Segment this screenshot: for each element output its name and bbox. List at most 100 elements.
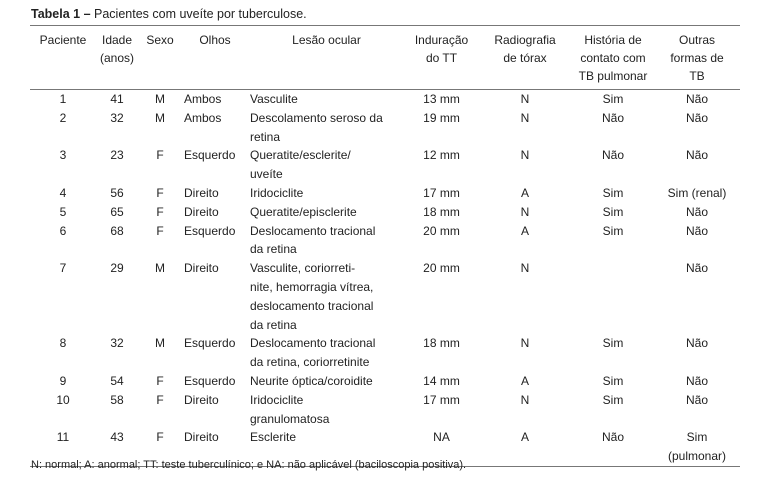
patients-table: Paciente Idade (anos) Sexo Olhos Lesão ocula… [30,25,740,467]
table-cell: 54 [110,373,124,388]
table-cell: N [520,148,530,163]
table-cell: 65 [110,204,124,219]
table-cell: F [156,392,164,407]
table-cell: N [520,261,530,276]
table-cell: Direito [184,430,219,445]
table-cell: 14 mm [423,373,460,388]
table-cell: Esquerdo [184,336,236,351]
table-cell: Descolamento seroso da retina [250,110,383,144]
table-cell: Sim [602,92,624,106]
table-cell: Esclerite [250,430,297,445]
table-row: 10 58 F Direito Iridociclite granulomatosa 17… [30,391,740,429]
table-cell: Sim [602,373,624,388]
table-cell: Sim [602,336,624,351]
table-cell: Não [685,392,708,407]
table-row: 9 54 F Esquerdo Neurite óptica/coroidite 14 m… [30,372,740,391]
table-cell: 2 [59,110,67,125]
table-cell: Sim (renal) [667,185,727,200]
table-cell: Não [601,430,624,445]
table-cell: Direito [184,392,219,407]
table-cell: 11 [56,430,70,445]
column-header: Outras formas de TB [670,33,724,83]
table-cell: 13 mm [423,92,460,106]
table-cell: 56 [110,185,124,200]
table-cell: 4 [59,185,67,200]
table-cell: 20 mm [423,261,460,276]
table-cell: 6 [59,223,67,238]
table-cell: Direito [184,204,219,219]
table-cell: Direito [184,185,219,200]
column-header: História de contato com TB pulmonar [578,33,648,83]
table-cell: 43 [110,430,124,445]
table-cell: NA [433,430,450,445]
table-cell: N [520,92,530,106]
table-cell [572,259,654,334]
table-cell: 32 [110,110,124,125]
table-cell: 1 [59,92,67,106]
column-header: Radiografia de tórax [494,33,556,65]
table-cell: 5 [59,204,67,219]
table-cell: Direito [184,261,219,276]
caption-label: Tabela 1 – [31,7,91,21]
table-cell: 12 mm [423,148,460,163]
table-row: 4 56 F Direito Iridociclite 17 mm A Sim Sim (ren… [30,184,740,203]
table-cell: N [520,392,530,407]
table-cell: 17 mm [423,185,460,200]
table-cell: N [520,204,530,219]
column-header: Lesão ocular [292,33,361,47]
table-cell: 18 mm [423,336,460,351]
table-cell: 23 [110,148,124,163]
table-cell: M [155,261,165,276]
table-caption: Tabela 1 – Pacientes com uveíte por tube… [31,7,307,21]
table-cell: Sim [602,223,624,238]
table-cell: Iridociclite granulomatosa [250,392,330,426]
table-cell: Esquerdo [184,148,236,163]
table-cell: Sim [602,392,624,407]
table-cell: Sim [602,204,624,219]
table-row: 6 68 F Esquerdo Deslocamento tracional da re… [30,222,740,260]
table-cell: Queratite/episclerite [250,204,357,219]
column-header: Induração do TT [414,33,469,65]
table-cell: 8 [59,336,67,351]
table-cell: F [156,373,164,388]
table-cell: Não [685,373,708,388]
table-cell: M [155,336,165,351]
table-cell: Não [685,92,708,106]
table-cell: Queratite/esclerite/ uveíte [250,148,351,182]
table-cell: 3 [59,148,67,163]
table-cell: F [156,148,164,163]
table-cell: Não [601,110,624,125]
table-cell: 58 [110,392,124,407]
table-cell: Não [685,204,708,219]
table-cell: Não [601,148,624,163]
header-row: Paciente Idade (anos) Sexo Olhos Lesão ocula… [30,25,740,90]
table-cell: M [155,110,165,125]
table-cell: Não [685,148,708,163]
table-cell: Não [685,110,708,125]
table-cell: F [156,204,164,219]
table-cell: Esquerdo [184,223,236,238]
table-cell: Vasculite [250,92,298,106]
table-cell: 7 [59,261,67,276]
table-cell: Não [685,223,708,238]
table-row: 8 32 M Esquerdo Deslocamento tracional da re… [30,334,740,372]
table-cell: A [520,373,529,388]
table-cell: 9 [59,373,67,388]
table-cell: Iridociclite [250,185,304,200]
table-cell: Vasculite, coriorreti- nite, hemorragia … [250,261,374,332]
table-cell: 10 [56,392,70,407]
table-cell: 41 [110,92,124,106]
table-cell: F [156,223,164,238]
table-row: 1 41 M Ambos Vasculite 13 mm N Sim Não [30,90,740,109]
table-cell: Não [685,336,708,351]
table-cell: A [520,223,529,238]
table-row: 7 29 M Direito Vasculite, coriorreti- nite, … [30,259,740,334]
table-row: 11 43 F Direito Esclerite NA A Não Sim (pulmonar… [30,428,740,467]
column-header: Paciente [39,33,87,47]
table-cell: 29 [110,261,124,276]
table-cell: 19 mm [423,110,460,125]
table-row: 2 32 M Ambos Descolamento seroso da retina 19… [30,109,740,147]
table-cell: Deslocamento tracional da retina, corior… [250,336,376,370]
table-cell: Deslocamento tracional da retina [250,223,376,257]
caption-text: Pacientes com uveíte por tuberculose. [94,7,307,21]
